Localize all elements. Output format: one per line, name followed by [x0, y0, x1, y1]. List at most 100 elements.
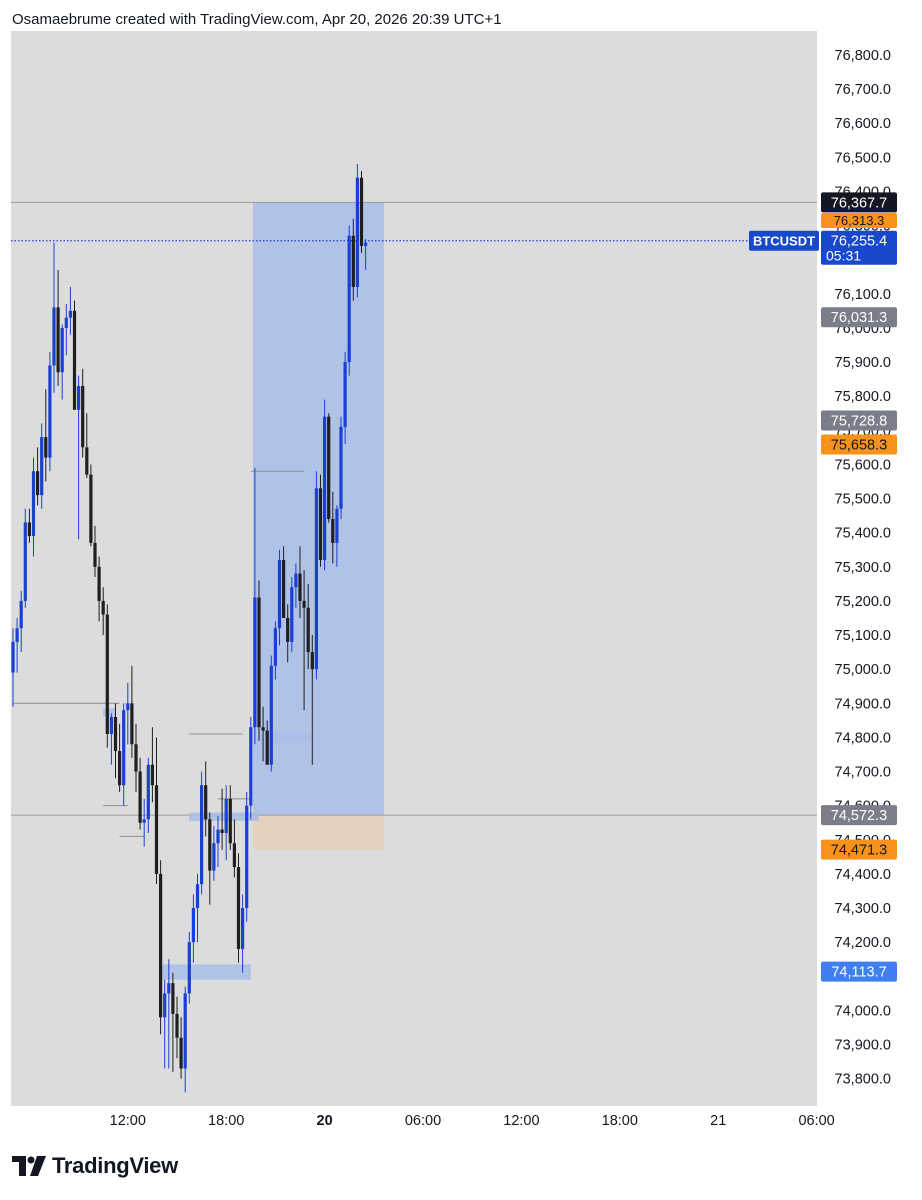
- price-label-1: [821, 230, 897, 265]
- candle-body-86: [364, 242, 368, 246]
- candle-body-82: [347, 235, 351, 363]
- candle-body-70: [298, 573, 302, 601]
- price-label-3: [821, 410, 897, 431]
- candle-body-25: [113, 716, 118, 752]
- candle-body-37: [163, 993, 167, 1018]
- y-tick-label: 74,000.0: [835, 1003, 891, 1019]
- covered-price-label-text: 76,313.3: [834, 213, 885, 228]
- candle-body-73: [310, 652, 314, 670]
- candle-body-56: [241, 908, 245, 950]
- price-label-text: 75,728.8: [831, 413, 887, 429]
- price-label-text: 74,471.3: [831, 843, 887, 859]
- candle-body-57: [245, 805, 249, 909]
- candle-body-0: [11, 641, 15, 673]
- candle-body-77: [327, 416, 331, 520]
- candle-body-53: [228, 798, 232, 844]
- price-label-6: [821, 839, 897, 860]
- y-tick-label: 75,900.0: [835, 355, 891, 371]
- price-label-0: [821, 192, 897, 213]
- plot-area: [11, 31, 817, 1106]
- candle-body-69: [294, 573, 298, 588]
- candle-body-36: [159, 873, 163, 1018]
- fvg-box-2: [189, 812, 259, 822]
- candle-body-68: [290, 587, 294, 642]
- candle-body-32: [142, 819, 146, 823]
- price-label-text: 76,367.7: [831, 195, 887, 211]
- candle-body-55: [236, 867, 241, 950]
- price-label-4: [821, 434, 897, 455]
- price-label-7: [821, 961, 897, 982]
- candle-body-71: [302, 600, 306, 608]
- tradingview-logo-icon: [12, 1156, 46, 1176]
- candle-body-1: [15, 628, 19, 642]
- y-tick-label: 75,800.0: [835, 389, 891, 405]
- candle-body-14: [68, 310, 72, 318]
- candle-body-52: [224, 798, 228, 833]
- candle-body-80: [339, 426, 343, 509]
- tradingview-logo-text: TradingView: [52, 1153, 178, 1178]
- candle-body-12: [60, 327, 64, 373]
- candle-body-23: [105, 614, 109, 735]
- candle-body-7: [40, 437, 44, 496]
- candle-body-45: [195, 884, 200, 909]
- y-tick-label: 75,100.0: [835, 628, 891, 644]
- position-target-zone: [252, 202, 384, 816]
- candle-body-44: [191, 908, 195, 943]
- candle-body-5: [31, 471, 36, 537]
- candle-body-62: [265, 730, 269, 765]
- fvg-box-3: [103, 708, 116, 717]
- candle-body-64: [273, 628, 277, 666]
- candlestick-chart[interactable]: 76,800.076,700.076,600.076,500.076,400.0…: [0, 0, 922, 1150]
- countdown-label: 05:31: [826, 248, 861, 264]
- candle-body-33: [146, 764, 150, 820]
- x-tick-label: 18:00: [602, 1113, 638, 1129]
- candle-body-10: [52, 307, 56, 366]
- candle-body-83: [351, 235, 355, 287]
- candle-body-61: [261, 727, 265, 731]
- time-scale: [0, 1106, 922, 1150]
- price-label-text: 75,658.3: [831, 438, 887, 454]
- candle-body-51: [220, 829, 224, 833]
- candle-body-50: [216, 829, 220, 844]
- candle-body-74: [314, 488, 318, 670]
- candle-body-60: [257, 597, 261, 728]
- candle-body-2: [19, 600, 23, 629]
- candle-body-41: [179, 1037, 183, 1069]
- x-tick-label: 12:00: [110, 1113, 146, 1129]
- x-tick-label: 21: [710, 1113, 726, 1129]
- candle-body-42: [183, 993, 187, 1069]
- candle-body-58: [249, 727, 253, 806]
- price-label-text: 76,031.3: [831, 310, 887, 326]
- candle-body-75: [318, 488, 323, 560]
- y-tick-label: 76,600.0: [835, 116, 891, 132]
- y-tick-label: 74,200.0: [835, 935, 891, 951]
- candle-body-76: [323, 416, 327, 560]
- y-tick-label: 73,900.0: [835, 1038, 891, 1054]
- candle-body-54: [232, 843, 236, 868]
- candle-body-34: [150, 764, 154, 786]
- candle-body-49: [212, 843, 216, 871]
- candle-body-9: [48, 365, 52, 458]
- candle-body-6: [36, 471, 40, 496]
- price-label-5: [821, 805, 897, 826]
- candle-body-22: [101, 600, 105, 615]
- y-tick-label: 73,800.0: [835, 1072, 891, 1088]
- chart-header: Osamaebrume created with TradingView.com…: [12, 11, 502, 28]
- candle-body-67: [286, 617, 290, 642]
- y-tick-label: 75,400.0: [835, 526, 891, 542]
- candle-body-35: [154, 785, 159, 874]
- price-label-text: 74,113.7: [831, 965, 886, 981]
- covered-price-label-0: [821, 212, 897, 228]
- tradingview-logo[interactable]: TradingView: [12, 1153, 178, 1179]
- candle-body-79: [335, 508, 339, 543]
- candle-body-27: [122, 710, 126, 786]
- y-tick-label: 75,500.0: [835, 492, 891, 508]
- candle-body-8: [44, 437, 48, 458]
- candle-body-47: [204, 785, 208, 820]
- candle-body-29: [130, 703, 134, 745]
- y-tick-label: 74,800.0: [835, 730, 891, 746]
- candle-body-65: [277, 559, 282, 629]
- candle-body-43: [187, 942, 191, 994]
- y-tick-label: 74,300.0: [835, 901, 891, 917]
- price-label-text: 74,572.3: [831, 808, 887, 824]
